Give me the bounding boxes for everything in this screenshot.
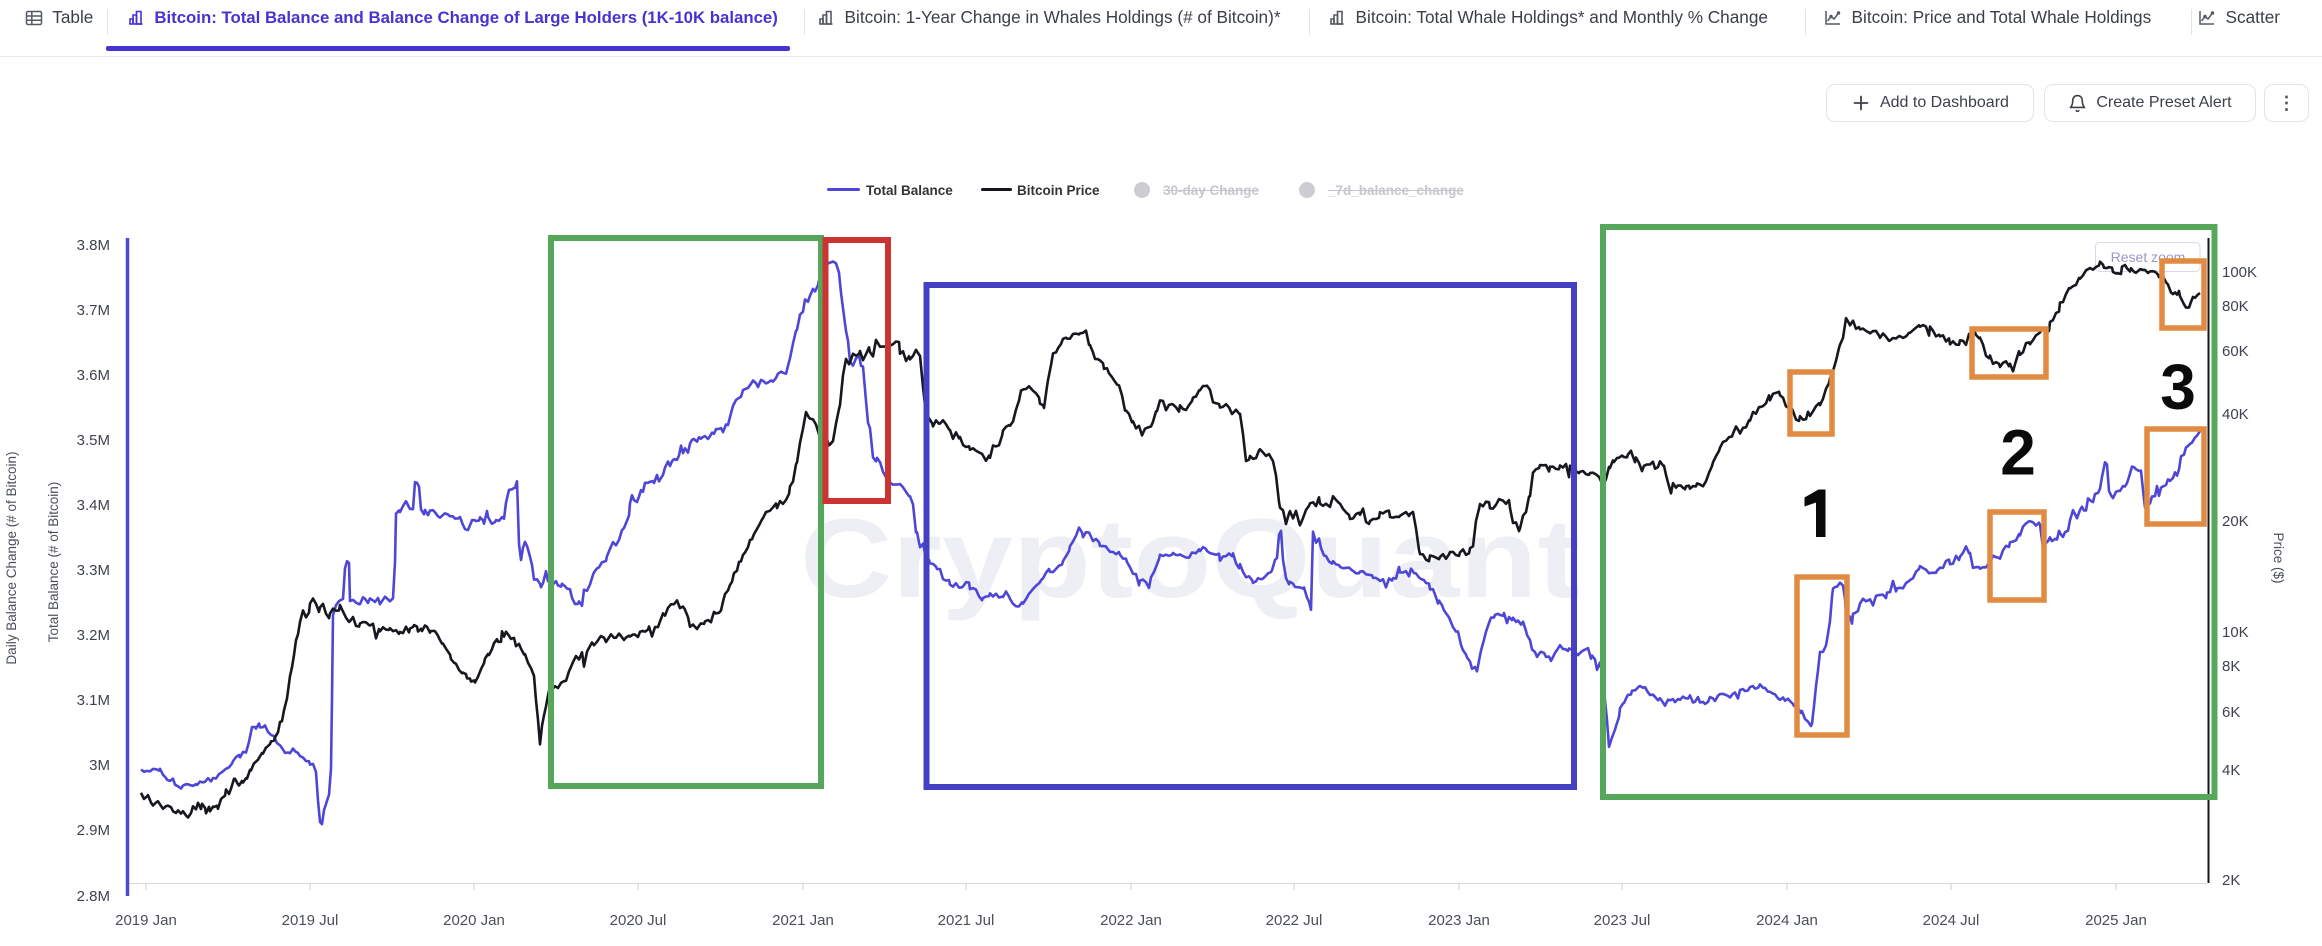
svg-text:2024 Jan: 2024 Jan [1756, 912, 1818, 929]
svg-text:2.9M: 2.9M [77, 822, 110, 839]
svg-text:4K: 4K [2222, 762, 2240, 779]
svg-text:20K: 20K [2222, 513, 2249, 530]
svg-text:60K: 60K [2222, 343, 2249, 360]
svg-text:Price ($): Price ($) [2271, 532, 2286, 583]
svg-text:2019 Jul: 2019 Jul [282, 912, 339, 929]
svg-text:Daily Balance Change (# of Bit: Daily Balance Change (# of Bitcoin) [4, 451, 19, 664]
svg-text:100K: 100K [2222, 264, 2257, 281]
svg-text:3.8M: 3.8M [77, 237, 110, 254]
svg-text:2019 Jan: 2019 Jan [115, 912, 177, 929]
svg-text:2023 Jul: 2023 Jul [1594, 912, 1651, 929]
svg-text:3.1M: 3.1M [77, 692, 110, 709]
svg-text:80K: 80K [2222, 298, 2249, 315]
svg-text:2025 Jan: 2025 Jan [2085, 912, 2147, 929]
svg-text:3M: 3M [89, 757, 110, 774]
svg-text:10K: 10K [2222, 624, 2249, 641]
svg-text:3.5M: 3.5M [77, 432, 110, 449]
svg-text:3.3M: 3.3M [77, 562, 110, 579]
svg-text:2.8M: 2.8M [77, 888, 110, 905]
svg-text:8K: 8K [2222, 658, 2240, 675]
svg-text:3.7M: 3.7M [77, 302, 110, 319]
svg-text:2022 Jul: 2022 Jul [1266, 912, 1323, 929]
svg-text:3: 3 [2160, 351, 2196, 423]
svg-text:2K: 2K [2222, 872, 2240, 889]
svg-text:2021 Jul: 2021 Jul [938, 912, 995, 929]
svg-text:2020 Jul: 2020 Jul [610, 912, 667, 929]
svg-text:3.2M: 3.2M [77, 627, 110, 644]
svg-text:40K: 40K [2222, 406, 2249, 423]
svg-text:3.6M: 3.6M [77, 367, 110, 384]
svg-text:2023 Jan: 2023 Jan [1428, 912, 1490, 929]
svg-text:2020 Jan: 2020 Jan [443, 912, 505, 929]
svg-text:2022 Jan: 2022 Jan [1100, 912, 1162, 929]
svg-text:2: 2 [2000, 417, 2036, 489]
svg-text:2024 Jul: 2024 Jul [1923, 912, 1980, 929]
svg-text:2021 Jan: 2021 Jan [772, 912, 834, 929]
svg-text:3.4M: 3.4M [77, 497, 110, 514]
svg-text:Total Balance (# of Bitcoin): Total Balance (# of Bitcoin) [46, 482, 61, 643]
svg-text:6K: 6K [2222, 704, 2240, 721]
